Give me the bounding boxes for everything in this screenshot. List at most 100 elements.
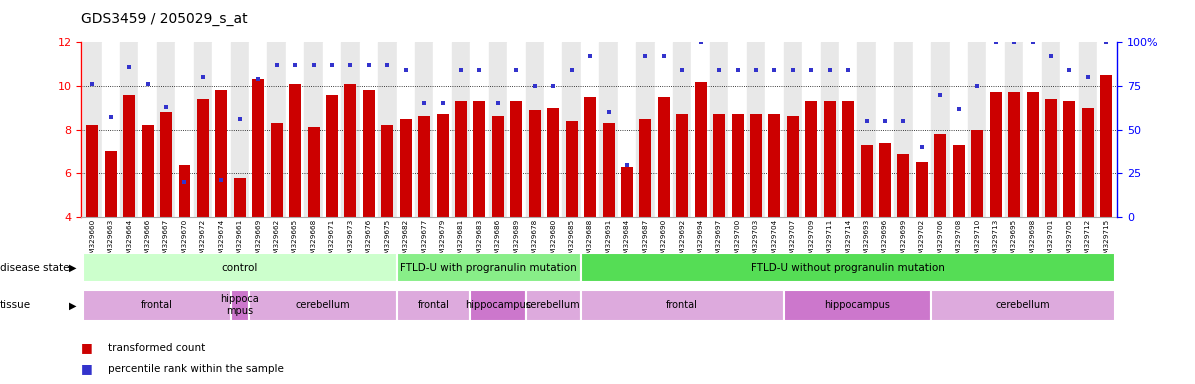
Bar bbox=[636, 42, 655, 217]
Bar bbox=[123, 95, 135, 305]
Bar bbox=[363, 90, 375, 305]
Bar bbox=[105, 151, 117, 305]
Text: cerebellum: cerebellum bbox=[995, 300, 1050, 310]
Bar bbox=[765, 42, 784, 217]
Point bbox=[599, 109, 618, 115]
Point bbox=[1078, 74, 1097, 80]
Bar bbox=[526, 290, 581, 321]
Bar bbox=[120, 42, 139, 217]
Bar bbox=[1079, 42, 1097, 217]
Bar bbox=[602, 123, 614, 305]
Bar bbox=[694, 81, 706, 305]
Bar bbox=[581, 253, 1115, 282]
Bar bbox=[1009, 93, 1021, 305]
Bar bbox=[326, 95, 338, 305]
Bar bbox=[676, 114, 688, 305]
Bar bbox=[231, 42, 249, 217]
Bar bbox=[194, 42, 213, 217]
Point bbox=[157, 104, 176, 110]
Point bbox=[433, 100, 452, 106]
Bar bbox=[784, 290, 931, 321]
Bar bbox=[323, 42, 342, 217]
Bar bbox=[915, 162, 927, 305]
Point bbox=[507, 67, 526, 73]
Point bbox=[82, 81, 102, 87]
Bar bbox=[397, 290, 471, 321]
Point bbox=[139, 81, 158, 87]
Point bbox=[728, 67, 747, 73]
Point bbox=[212, 177, 231, 183]
Point bbox=[912, 144, 931, 150]
Point bbox=[378, 62, 397, 68]
Bar bbox=[84, 253, 397, 282]
Point bbox=[783, 67, 802, 73]
Bar bbox=[528, 110, 541, 305]
Point bbox=[489, 100, 508, 106]
Bar bbox=[880, 143, 891, 305]
Bar bbox=[657, 97, 670, 305]
Bar bbox=[360, 42, 378, 217]
Bar bbox=[305, 42, 323, 217]
Point bbox=[691, 39, 710, 45]
Text: FTLD-U without progranulin mutation: FTLD-U without progranulin mutation bbox=[752, 263, 945, 273]
Point bbox=[894, 118, 913, 124]
Bar bbox=[1042, 42, 1060, 217]
Point bbox=[341, 62, 360, 68]
Text: ▶: ▶ bbox=[69, 300, 76, 310]
Point bbox=[268, 62, 287, 68]
Point bbox=[231, 116, 250, 122]
Bar bbox=[805, 101, 817, 305]
Bar bbox=[271, 123, 283, 305]
Bar bbox=[842, 101, 854, 305]
Bar bbox=[581, 42, 599, 217]
Point bbox=[397, 67, 416, 73]
Point bbox=[562, 67, 581, 73]
Point bbox=[765, 67, 784, 73]
Bar bbox=[618, 42, 636, 217]
Bar bbox=[139, 42, 157, 217]
Bar bbox=[378, 42, 397, 217]
Bar bbox=[655, 42, 673, 217]
Bar bbox=[1027, 93, 1038, 305]
Bar bbox=[950, 42, 968, 217]
Point bbox=[710, 67, 729, 73]
Bar bbox=[894, 42, 913, 217]
Bar bbox=[526, 42, 544, 217]
Point bbox=[618, 162, 637, 168]
Text: disease state: disease state bbox=[0, 263, 69, 273]
Bar bbox=[710, 42, 728, 217]
Bar bbox=[581, 290, 784, 321]
Bar bbox=[565, 121, 577, 305]
Bar bbox=[160, 112, 172, 305]
Bar bbox=[713, 114, 725, 305]
Point bbox=[1060, 67, 1079, 73]
Text: hippoca
mpus: hippoca mpus bbox=[220, 295, 259, 316]
Bar bbox=[157, 42, 176, 217]
Point bbox=[747, 67, 766, 73]
Bar bbox=[213, 42, 231, 217]
Point bbox=[931, 92, 950, 98]
Bar bbox=[231, 290, 249, 321]
Bar bbox=[639, 119, 651, 305]
Bar bbox=[415, 42, 434, 217]
Bar bbox=[1060, 42, 1079, 217]
Bar bbox=[972, 130, 983, 305]
Bar bbox=[1097, 42, 1115, 217]
Point bbox=[876, 118, 895, 124]
Text: cerebellum: cerebellum bbox=[526, 300, 581, 310]
Bar bbox=[489, 42, 507, 217]
Bar bbox=[584, 97, 596, 305]
Bar bbox=[286, 42, 305, 217]
Bar bbox=[784, 42, 802, 217]
Bar bbox=[142, 125, 154, 305]
Bar bbox=[234, 178, 246, 305]
Point bbox=[286, 62, 305, 68]
Point bbox=[1005, 39, 1024, 45]
Point bbox=[673, 67, 692, 73]
Bar bbox=[400, 119, 412, 305]
Bar bbox=[178, 165, 190, 305]
Bar bbox=[418, 116, 430, 305]
Point bbox=[360, 62, 379, 68]
Point bbox=[323, 62, 342, 68]
Point bbox=[470, 67, 489, 73]
